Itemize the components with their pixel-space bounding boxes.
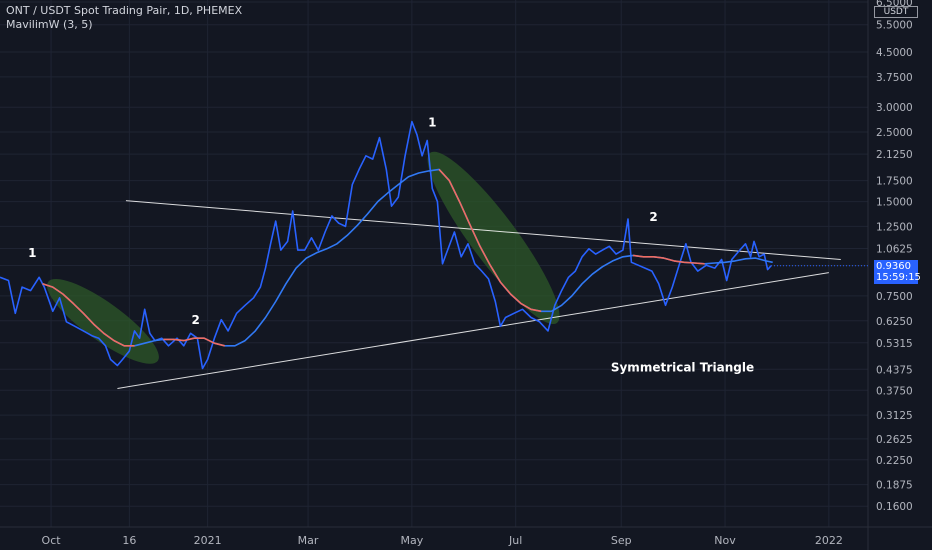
price-axis-label: 0.2625 [876,434,913,446]
time-axis-label: Jul [508,534,522,547]
price-axis-label: 3.7500 [876,72,913,84]
current-price-value: 0.9360 [876,260,911,272]
price-axis-label: 0.1600 [876,501,913,513]
price-axis-label: 2.1250 [876,149,913,161]
price-axis-label: 1.5000 [876,197,913,209]
wave-label: 2 [649,210,657,224]
price-axis-label: 0.3750 [876,385,913,397]
currency-unit-badge[interactable]: USDT [874,6,918,18]
mavilimw-down-segment[interactable] [163,337,225,347]
price-axis-label: 0.5315 [876,338,913,350]
time-axis-label: 2021 [194,534,222,547]
current-price-tag: 0.9360 15:59:15 [874,259,921,284]
price-axis-label: 2.5000 [876,127,913,139]
price-axis-label: 4.5000 [876,47,913,59]
indicator-label: MavilimW (3, 5) [6,18,93,31]
symbol-title: ONT / USDT Spot Trading Pair, 1D, PHEMEX [6,4,243,17]
time-axis-label: 2022 [815,534,843,547]
price-axis-label: 3.0000 [876,102,913,114]
price-axis-label: 1.2500 [876,221,913,233]
price-axis-label: 5.5000 [876,20,913,32]
mavilimw-down-segment[interactable] [438,168,542,313]
price-axis-label: 1.0625 [876,244,913,256]
price-axis-label: 0.1875 [876,480,913,492]
price-axis-label: 0.3125 [876,410,913,422]
wave-label: 1 [28,246,36,260]
price-axis-label: 0.2250 [876,455,913,467]
price-axis-label: 0.7500 [876,291,913,303]
time-axis-label: Sep [611,534,632,547]
wave-label: 2 [192,313,200,327]
highlight-ellipse[interactable] [412,139,576,337]
wave-label: 1 [428,116,436,130]
chart-header: ONT / USDT Spot Trading Pair, 1D, PHEMEX… [6,4,242,32]
time-axis-label: Nov [714,534,736,547]
time-axis-label: Mar [298,534,319,547]
price-axis-label: 0.4375 [876,364,913,376]
time-axis-label: May [400,534,423,547]
price-axis-label: 1.7500 [876,176,913,188]
time-axis-label: Oct [42,534,62,547]
price-axis-label: 0.6250 [876,316,913,328]
pattern-label: Symmetrical Triangle [611,361,754,375]
mavilimw-down-segment[interactable] [632,254,705,265]
price-line[interactable] [0,120,772,370]
triangle-trendline[interactable] [125,200,841,261]
bar-countdown: 15:59:15 [876,271,921,283]
triangle-trendline[interactable] [117,272,829,389]
time-axis-label: 16 [122,534,136,547]
price-axis-label: 6.5000 [876,0,913,9]
mavilimw-down-segment[interactable] [42,283,135,347]
